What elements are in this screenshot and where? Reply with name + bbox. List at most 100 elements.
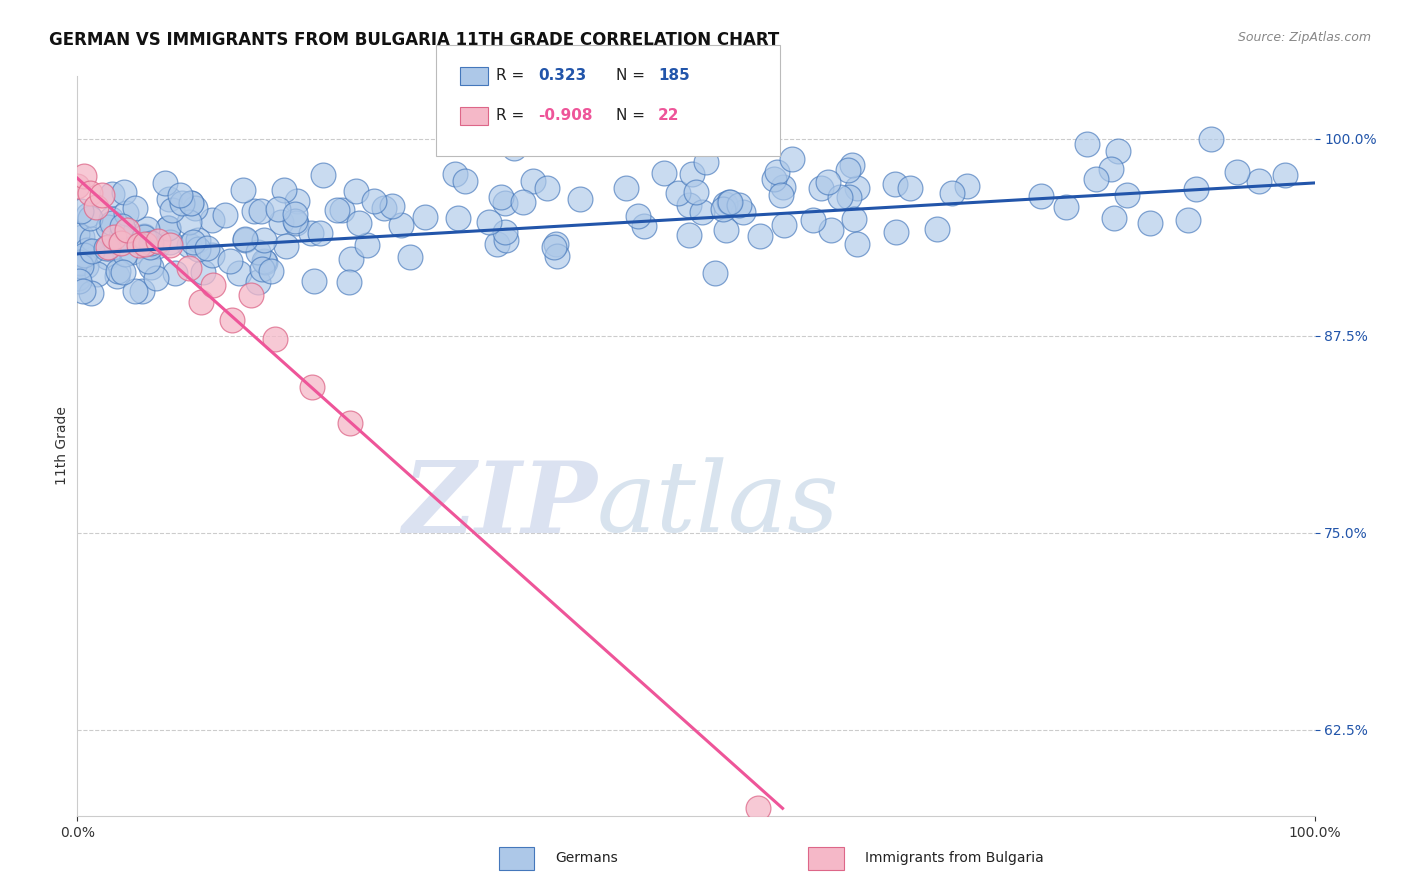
Point [157, 192, 180, 206]
Point [243, 203, 266, 218]
Point [177, 215, 200, 229]
Point [1139, 216, 1161, 230]
Point [381, 199, 404, 213]
Point [82, 232, 104, 246]
Point [704, 266, 727, 280]
Point [67, 255, 90, 269]
Point [820, 222, 842, 236]
Text: 22: 22 [658, 109, 679, 123]
Point [801, 213, 824, 227]
Point [1226, 165, 1249, 179]
Point [86, 267, 108, 281]
Point [841, 158, 863, 172]
Point [652, 166, 675, 180]
Point [347, 216, 370, 230]
Point [337, 276, 360, 290]
Point [114, 225, 136, 239]
Point [111, 219, 134, 233]
Point [114, 247, 136, 261]
Point [124, 201, 146, 215]
Point [285, 216, 308, 230]
Point [179, 238, 201, 252]
Point [685, 185, 707, 199]
Point [264, 332, 287, 346]
Point [443, 168, 465, 182]
Point [201, 213, 224, 227]
Point [494, 226, 516, 240]
Text: N =: N = [616, 69, 650, 83]
Point [1199, 132, 1222, 146]
Point [1177, 213, 1199, 227]
Point [718, 194, 741, 209]
Point [214, 208, 236, 222]
Point [956, 179, 979, 194]
Point [72, 248, 94, 262]
Point [103, 230, 125, 244]
Point [84, 200, 107, 214]
Text: Immigrants from Bulgaria: Immigrants from Bulgaria [865, 851, 1043, 865]
Point [267, 202, 290, 217]
Point [134, 236, 156, 251]
Text: ZIP: ZIP [402, 457, 598, 553]
Text: -0.908: -0.908 [538, 109, 593, 123]
Point [247, 245, 270, 260]
Point [77, 208, 100, 222]
Point [100, 211, 122, 226]
Point [1099, 161, 1122, 176]
Point [66, 270, 89, 285]
Point [489, 190, 512, 204]
Point [131, 284, 153, 298]
Point [186, 242, 208, 256]
Point [187, 233, 209, 247]
Point [731, 205, 754, 219]
Point [112, 185, 135, 199]
Text: R =: R = [496, 109, 530, 123]
Point [845, 181, 868, 195]
Point [838, 190, 860, 204]
Point [70, 203, 93, 218]
Point [522, 174, 544, 188]
Point [239, 287, 262, 301]
Point [846, 236, 869, 251]
Point [546, 249, 568, 263]
Point [169, 188, 191, 202]
Point [399, 250, 422, 264]
Point [749, 228, 772, 243]
Point [495, 233, 517, 247]
Point [163, 266, 186, 280]
Point [80, 286, 103, 301]
Point [260, 264, 283, 278]
Point [146, 235, 169, 249]
Point [1031, 188, 1053, 202]
Point [253, 233, 276, 247]
Point [301, 380, 323, 394]
Point [253, 253, 276, 268]
Point [478, 215, 501, 229]
Point [218, 254, 240, 268]
Point [146, 239, 169, 253]
Point [503, 141, 526, 155]
Point [270, 215, 292, 229]
Point [111, 265, 134, 279]
Point [195, 241, 218, 255]
Point [1274, 168, 1296, 182]
Point [180, 196, 202, 211]
Point [681, 167, 703, 181]
Point [614, 181, 637, 195]
Point [276, 239, 298, 253]
Point [97, 240, 120, 254]
Point [765, 164, 787, 178]
Point [678, 228, 700, 243]
Point [202, 278, 225, 293]
Point [544, 236, 567, 251]
Point [344, 184, 367, 198]
Point [626, 210, 648, 224]
Point [190, 294, 212, 309]
Point [138, 254, 160, 268]
Point [678, 198, 700, 212]
Point [340, 252, 363, 267]
Point [925, 221, 948, 235]
Point [235, 233, 257, 247]
Point [828, 190, 851, 204]
Point [1247, 174, 1270, 188]
